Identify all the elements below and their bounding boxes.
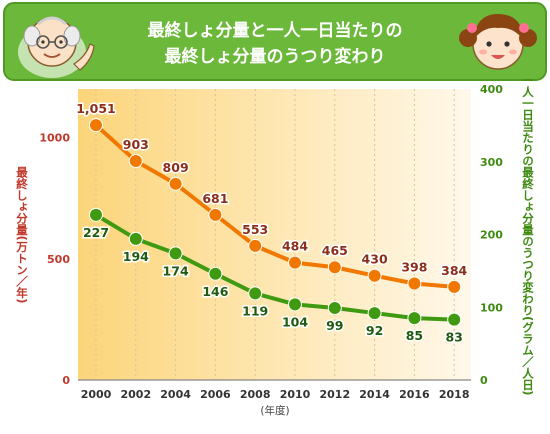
data-label-disposal: 484 (282, 239, 308, 254)
right-axis-title: 一人一日当たりの最終しょ分量のうつり変わり(グラム／人日) (521, 74, 535, 395)
data-point-per-person (248, 286, 263, 301)
data-label-per-person: 83 (445, 330, 462, 345)
data-point-per-person (208, 266, 223, 281)
x-tick-label: 2000 (81, 388, 112, 401)
left-axis-title: 最終しょ分量(万トン／年) (15, 166, 29, 303)
left-tick-label: 500 (47, 253, 70, 266)
left-tick-label: 0 (62, 374, 70, 387)
right-tick-label: 300 (480, 156, 503, 169)
data-point-disposal (327, 260, 342, 275)
data-label-disposal: 384 (441, 263, 467, 278)
data-label-per-person: 104 (282, 314, 308, 329)
right-axis-ticks: 0 100 200 300 400 (480, 83, 503, 387)
data-label-per-person: 194 (123, 249, 149, 264)
data-point-per-person (128, 231, 143, 246)
data-label-disposal: 1,051 (76, 101, 116, 116)
data-point-per-person (407, 311, 422, 326)
data-label-per-person: 99 (326, 318, 343, 333)
title-banner (3, 2, 547, 81)
data-label-disposal: 553 (242, 222, 268, 237)
x-tick-label: 2012 (319, 388, 350, 401)
data-point-per-person (327, 300, 342, 315)
data-point-disposal (89, 118, 103, 133)
data-label-disposal: 809 (163, 160, 189, 175)
left-axis-ticks: 0 500 1000 (39, 132, 70, 388)
plot-area (78, 89, 471, 380)
girl-mascot-icon (459, 14, 537, 70)
data-point-per-person (447, 312, 462, 327)
data-point-disposal (168, 176, 183, 191)
series-line-per-person (94, 213, 455, 322)
chart-title-line-1: 最終しょ分量と一人一日当たりの (148, 20, 403, 41)
data-point-per-person (89, 207, 103, 222)
x-axis-ticks: 2000 2002 2004 2006 2008 2010 2012 2014 2016 2018 (81, 388, 470, 401)
data-point-disposal (128, 154, 143, 169)
data-label-per-person: 85 (406, 328, 423, 343)
data-label-disposal: 903 (123, 137, 149, 152)
x-tick-label: 2004 (160, 388, 191, 401)
data-point-disposal (447, 279, 462, 294)
data-point-per-person (168, 246, 183, 261)
x-tick-label: 2002 (120, 388, 151, 401)
x-tick-label: 2014 (359, 388, 390, 401)
data-label-per-person: 92 (366, 323, 383, 338)
x-tick-label: 2016 (399, 388, 430, 401)
data-label-disposal: 398 (401, 259, 427, 274)
series-group: 1,051 903 809 681 553 484 465 430 398 384 227 194 17… (75, 100, 469, 346)
chart-title-line-2: 最終しょ分量のうつり変わり (165, 46, 386, 67)
x-axis-unit-label: (年度) (260, 404, 289, 417)
data-point-disposal (248, 238, 263, 253)
x-tick-label: 2008 (240, 388, 271, 401)
data-point-disposal (367, 268, 382, 283)
data-label-disposal: 465 (322, 243, 348, 258)
data-label-per-person: 227 (83, 225, 109, 240)
right-tick-label: 200 (480, 229, 503, 242)
data-label-disposal: 430 (362, 252, 388, 267)
data-point-disposal (288, 255, 302, 270)
data-point-per-person (367, 306, 382, 321)
data-point-disposal (407, 276, 422, 291)
right-tick-label: 400 (480, 83, 503, 96)
left-tick-label: 1000 (39, 132, 70, 145)
data-label-per-person: 174 (163, 263, 189, 278)
data-point-per-person (288, 297, 302, 312)
data-label-per-person: 119 (242, 303, 268, 318)
data-label-disposal: 681 (202, 191, 228, 206)
data-label-per-person: 146 (202, 284, 228, 299)
series-line-disposal (94, 123, 455, 289)
right-tick-label: 100 (480, 301, 503, 314)
x-tick-label: 2018 (439, 388, 470, 401)
x-tick-label: 2006 (200, 388, 231, 401)
right-tick-label: 0 (480, 374, 488, 387)
x-tick-label: 2010 (280, 388, 311, 401)
grandpa-mascot-icon (18, 16, 95, 78)
data-point-disposal (208, 207, 223, 222)
